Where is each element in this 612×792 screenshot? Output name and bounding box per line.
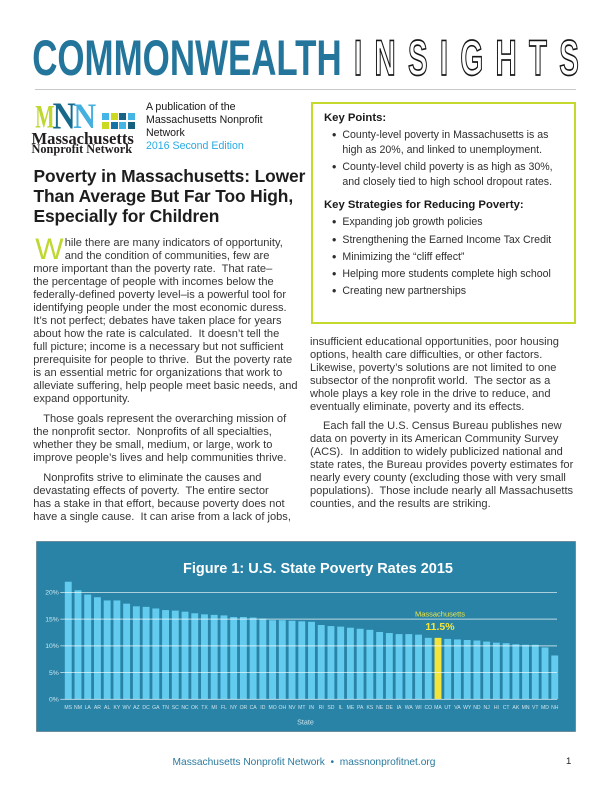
svg-text:MS: MS: [64, 705, 72, 711]
svg-text:Figure 1: U.S. State Poverty R: Figure 1: U.S. State Poverty Rates 2015: [183, 561, 453, 577]
svg-text:IL: IL: [339, 705, 343, 711]
svg-text:WV: WV: [123, 705, 132, 711]
svg-text:DE: DE: [386, 705, 394, 711]
svg-text:TX: TX: [201, 705, 208, 711]
svg-text:MI: MI: [211, 705, 217, 711]
svg-text:State: State: [297, 717, 314, 726]
svg-text:WY: WY: [463, 705, 472, 711]
svg-text:NC: NC: [181, 705, 189, 711]
svg-text:PA: PA: [357, 705, 364, 711]
svg-text:OH: OH: [278, 705, 286, 711]
svg-text:ME: ME: [347, 705, 355, 711]
svg-text:MN: MN: [522, 705, 530, 711]
svg-text:VA: VA: [454, 705, 461, 711]
svg-text:NM: NM: [74, 705, 82, 711]
svg-text:NV: NV: [289, 705, 297, 711]
svg-text:UT: UT: [444, 705, 451, 711]
svg-text:AZ: AZ: [133, 705, 140, 711]
svg-text:10%: 10%: [45, 643, 59, 650]
svg-text:KY: KY: [114, 705, 121, 711]
svg-text:OK: OK: [191, 705, 199, 711]
svg-text:0%: 0%: [49, 697, 59, 704]
svg-text:5%: 5%: [49, 670, 59, 677]
svg-text:N: N: [53, 95, 76, 137]
svg-text:Massachusetts: Massachusetts: [415, 610, 465, 619]
svg-text:NJ: NJ: [484, 705, 491, 711]
svg-text:AL: AL: [104, 705, 110, 711]
svg-text:OR: OR: [240, 705, 248, 711]
svg-text:WI: WI: [415, 705, 421, 711]
svg-text:NY: NY: [230, 705, 238, 711]
svg-text:15%: 15%: [45, 616, 59, 623]
svg-text:MO: MO: [268, 705, 276, 711]
svg-text:AK: AK: [512, 705, 519, 711]
svg-text:ID: ID: [260, 705, 265, 711]
svg-text:M: M: [35, 99, 54, 135]
svg-text:WA: WA: [405, 705, 414, 711]
svg-text:GA: GA: [152, 705, 160, 711]
svg-text:LA: LA: [85, 705, 92, 711]
svg-text:KS: KS: [366, 705, 373, 711]
svg-text:HI: HI: [494, 705, 499, 711]
svg-text:ND: ND: [473, 705, 481, 711]
svg-text:N: N: [73, 97, 96, 136]
svg-text:MD: MD: [541, 705, 549, 711]
svg-text:SC: SC: [172, 705, 179, 711]
svg-text:NE: NE: [376, 705, 384, 711]
svg-text:TN: TN: [162, 705, 169, 711]
svg-text:RI: RI: [319, 705, 324, 711]
svg-text:DC: DC: [142, 705, 150, 711]
svg-text:CT: CT: [503, 705, 510, 711]
svg-text:MA: MA: [434, 705, 442, 711]
svg-text:FL: FL: [221, 705, 227, 711]
svg-text:MT: MT: [298, 705, 305, 711]
svg-text:SD: SD: [327, 705, 334, 711]
svg-text:CA: CA: [250, 705, 258, 711]
svg-text:INSIGHTS: INSIGHTS: [354, 30, 591, 86]
svg-text:AR: AR: [94, 705, 101, 711]
svg-text:11.5%: 11.5%: [425, 621, 455, 633]
svg-text:20%: 20%: [45, 590, 59, 597]
svg-text:COMMONWEALTH: COMMONWEALTH: [32, 31, 341, 87]
svg-text:IN: IN: [309, 705, 314, 711]
svg-text:NH: NH: [551, 705, 559, 711]
svg-text:IA: IA: [397, 705, 402, 711]
svg-text:VT: VT: [532, 705, 539, 711]
svg-text:CO: CO: [424, 705, 432, 711]
